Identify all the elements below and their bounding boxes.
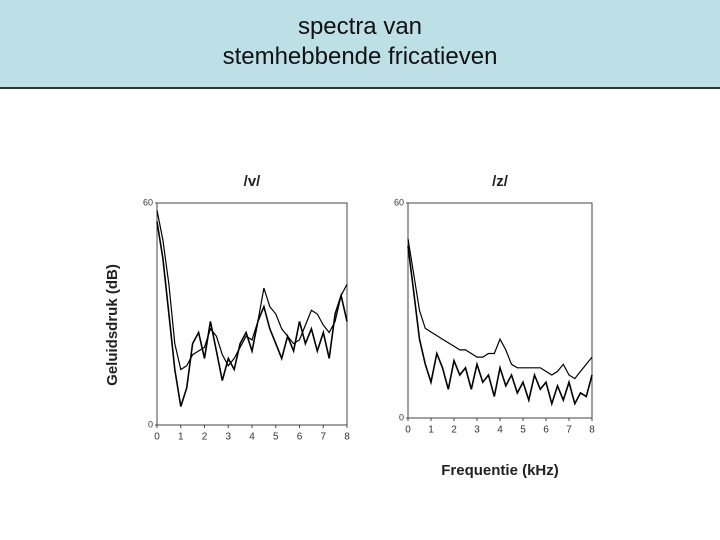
title-line: spectra van <box>297 13 423 40</box>
chart-title: /v/ <box>244 173 262 190</box>
header: spectra van stemhebbende fricatieven <box>0 0 720 89</box>
x-tick-label: 1 <box>428 425 434 436</box>
title-line: stemhebbende fricatieven <box>222 43 498 70</box>
x-tick-label: 5 <box>520 425 526 436</box>
spectrum-line <box>407 238 593 380</box>
x-tick-label: 0 <box>154 432 160 443</box>
x-tick-label: 0 <box>405 425 411 436</box>
x-tick-label: 7 <box>320 432 326 443</box>
x-tick-label: 2 <box>202 432 208 443</box>
y-tick-label: 0 <box>399 412 404 422</box>
x-tick-label: 8 <box>344 432 350 443</box>
x-tick-label: 4 <box>497 425 503 436</box>
spectrum-line <box>407 245 593 407</box>
y-tick-label: 60 <box>143 197 153 207</box>
x-tick-label: 5 <box>273 432 279 443</box>
x-tick-label: 6 <box>297 432 303 443</box>
x-tick-label: 3 <box>474 425 480 436</box>
x-tick-label: 2 <box>451 425 457 436</box>
y-tick-label: 60 <box>394 197 404 207</box>
x-tick-label: 4 <box>249 432 255 443</box>
spectrum-line <box>156 221 348 407</box>
spectrum-line <box>156 210 348 371</box>
y-tick-label: 0 <box>148 419 153 429</box>
y-axis-label: Geluidsdruk (dB) <box>104 264 121 386</box>
x-tick-label: 8 <box>589 425 595 436</box>
chart-title: /z/ <box>492 173 509 190</box>
plot-frame <box>407 202 593 419</box>
x-tick-label: 3 <box>225 432 231 443</box>
x-tick-label: 6 <box>543 425 549 436</box>
x-tick-label: 1 <box>178 432 184 443</box>
x-tick-label: 7 <box>566 425 572 436</box>
x-axis-label: Frequentie (kHz) <box>441 462 559 479</box>
